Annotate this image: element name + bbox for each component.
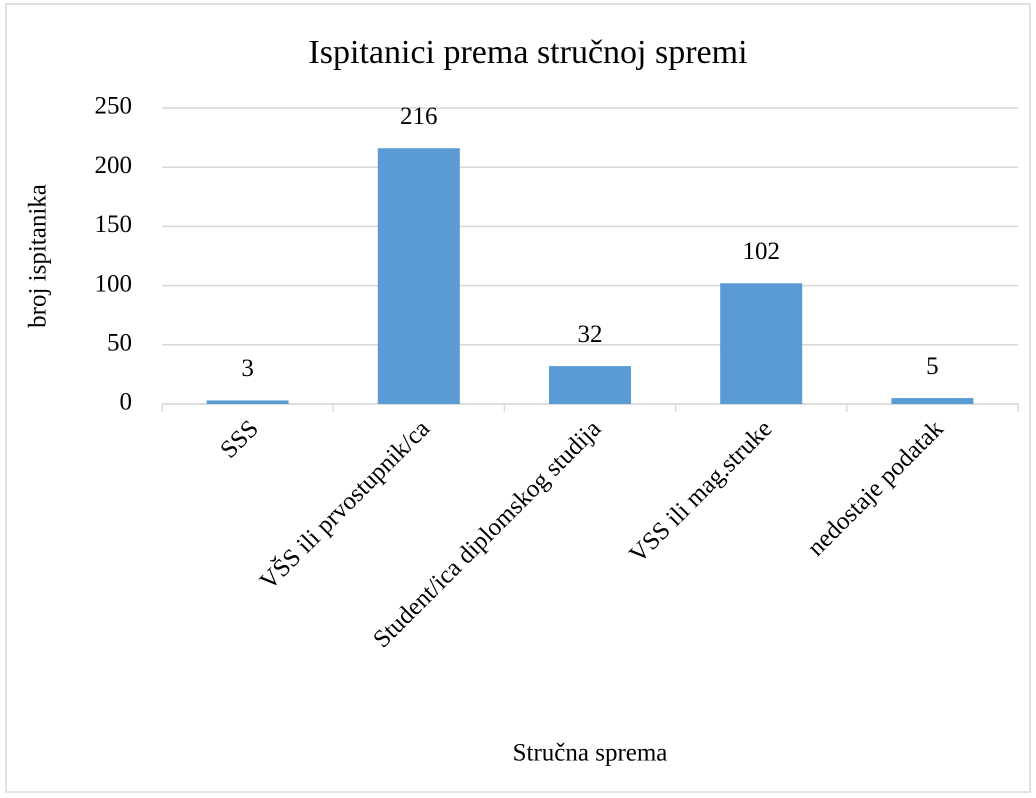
y-tick-label: 200	[95, 152, 133, 179]
bar	[891, 398, 974, 404]
bar	[720, 283, 803, 404]
value-label: 216	[400, 103, 438, 130]
y-tick-label: 150	[95, 211, 133, 238]
chart-border	[5, 3, 1031, 793]
chart-title: Ispitanici prema stručnoj spremi	[308, 34, 747, 71]
bar	[549, 366, 631, 404]
value-label: 102	[742, 238, 780, 265]
value-label: 5	[926, 353, 939, 380]
y-tick-label: 250	[95, 93, 133, 120]
x-axis-label: Stručna sprema	[513, 740, 668, 767]
bar	[206, 400, 289, 404]
bar	[377, 148, 460, 404]
y-tick-label: 50	[107, 330, 132, 357]
y-tick-label: 100	[95, 270, 133, 297]
value-label: 32	[578, 321, 603, 348]
y-tick-label: 0	[120, 389, 133, 416]
y-axis-label: broj ispitanika	[25, 184, 52, 328]
value-label: 3	[241, 355, 254, 382]
